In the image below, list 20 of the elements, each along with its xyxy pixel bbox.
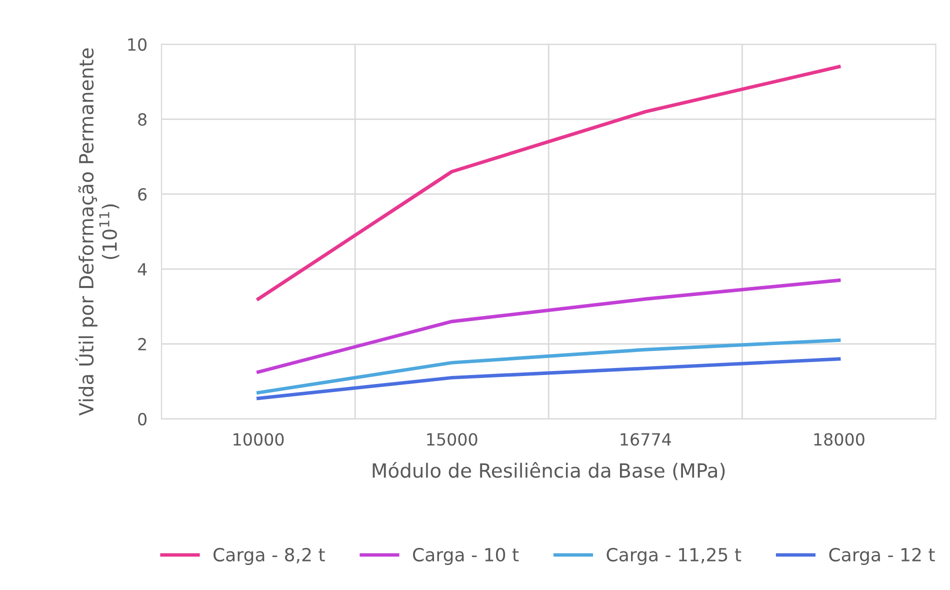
- line-series: [256, 64, 841, 301]
- legend-label: Carga - 12 t: [829, 548, 935, 566]
- x-tick-label: 18000: [814, 433, 864, 446]
- x-tick-label: 15000: [427, 433, 478, 446]
- x-tick-label: 10000: [234, 433, 284, 446]
- y-tick-label: 2: [138, 338, 146, 350]
- y-tick-label: 0: [138, 412, 147, 426]
- legend-label: Carga - 8,2 t: [214, 548, 325, 566]
- x-tick-label: 16774: [620, 433, 671, 446]
- line-series: [256, 278, 841, 374]
- x-axis-title: Módulo de Resiliência da Base (MPa): [372, 462, 725, 480]
- legend-label: Carga - 10 t: [413, 548, 519, 566]
- y-tick-label: 10: [128, 38, 147, 51]
- y-tick-label: 8: [138, 113, 146, 126]
- y-axis-title: Vida Útil por Deformação Permanente (10$^{11}$): [75, 48, 120, 416]
- y-tick-label: 4: [138, 263, 147, 276]
- line-series: [256, 338, 841, 394]
- y-tick-label: 6: [138, 188, 147, 201]
- line-series: [256, 357, 841, 400]
- legend-label: Carga - 11,25 t: [606, 548, 742, 566]
